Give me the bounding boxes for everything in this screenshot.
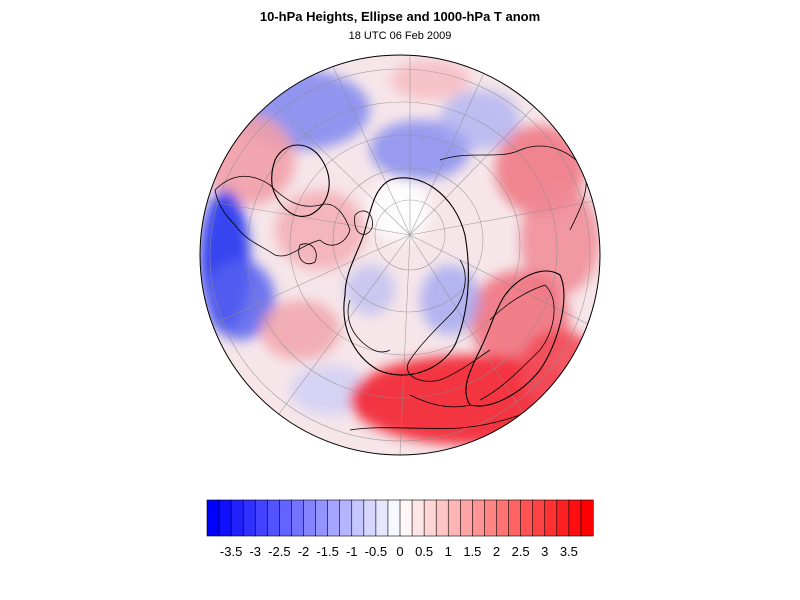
colorbar-box (472, 499, 486, 537)
colorbar-box (291, 499, 305, 537)
colorbar-tick-label: -2.5 (268, 544, 290, 559)
colorbar-boxes (206, 499, 594, 537)
colorbar-box (508, 499, 522, 537)
colorbar-tick-label: -1.5 (316, 544, 338, 559)
colorbar-box (399, 499, 413, 537)
colorbar-box (206, 499, 220, 537)
colorbar-tick-label: -3 (249, 544, 261, 559)
colorbar-box (242, 499, 256, 537)
colorbar-box (315, 499, 329, 537)
colorbar-labels: -3.5 -3 -2.5 -2 -1.5 -1 -0.5 0 0.5 1 1.5 2 2.5 3 3.5 (220, 544, 578, 559)
colorbar-tick-label: 2 (493, 544, 500, 559)
colorbar-box (496, 499, 510, 537)
colorbar-tick-label: 2.5 (512, 544, 530, 559)
colorbar-box (423, 499, 437, 537)
colorbar-box (556, 499, 570, 537)
colorbar-tick-label: -2 (298, 544, 310, 559)
colorbar-tick-label: 3 (541, 544, 548, 559)
height-contours (271, 144, 565, 407)
colorbar-tick-label: 1.5 (463, 544, 481, 559)
colorbar-tick-label: 0 (396, 544, 403, 559)
colorbar-tick-label: -1 (346, 544, 358, 559)
colorbar-box (580, 499, 594, 537)
colorbar-box (303, 499, 317, 537)
colorbar-tick-label: -0.5 (365, 544, 387, 559)
colorbar-box (363, 499, 377, 537)
colorbar-tick-label: 3.5 (560, 544, 578, 559)
colorbar-box (484, 499, 498, 537)
colorbar-box (544, 499, 558, 537)
colorbar-box (218, 499, 232, 537)
colorbar-box (532, 499, 546, 537)
colorbar-box (387, 499, 401, 537)
colorbar-box (327, 499, 341, 537)
colorbar-box (375, 499, 389, 537)
colorbar-box (279, 499, 293, 537)
colorbar-box (460, 499, 473, 537)
colorbar-box (230, 499, 244, 537)
colorbar-tick-label: 1 (445, 544, 452, 559)
colorbar-box (435, 499, 449, 537)
colorbar-box (447, 499, 461, 537)
map-subtitle: 18 UTC 06 Feb 2009 (348, 30, 452, 42)
colorbar-box (411, 499, 425, 537)
temperature-anomaly-field (200, 55, 600, 455)
colorbar-tick-label: -3.5 (220, 544, 242, 559)
colorbar-box (339, 499, 353, 537)
colorbar-box (568, 499, 582, 537)
globe-outline (199, 54, 601, 456)
colorbar-box (254, 499, 268, 537)
colorbar-box (267, 499, 280, 537)
colorbar-box (351, 499, 365, 537)
colorbar-box (520, 499, 534, 537)
colorbar-tick-label: 0.5 (415, 544, 433, 559)
map-title: 10-hPa Heights, Ellipse and 1000-hPa T a… (259, 9, 541, 24)
